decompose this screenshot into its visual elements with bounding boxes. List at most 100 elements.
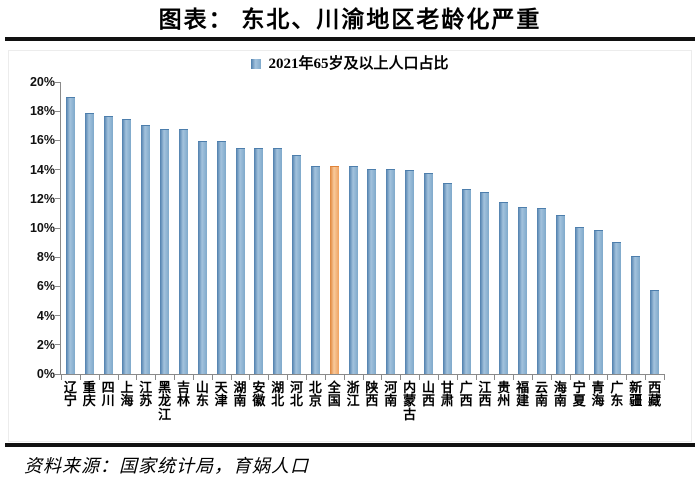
- y-axis-label: 16%: [29, 133, 55, 148]
- x-axis-tick: [550, 374, 552, 380]
- bar-贵州: [499, 202, 509, 374]
- x-axis-label-内蒙古: 内 蒙 古: [403, 380, 417, 422]
- x-axis-tick: [607, 374, 609, 380]
- x-axis-label-上海: 上 海: [120, 380, 134, 409]
- x-axis-tick: [192, 374, 194, 380]
- x-axis-label-山西: 山 西: [421, 380, 435, 409]
- bar-重庆: [84, 113, 94, 374]
- x-axis-tick: [136, 374, 138, 380]
- bar-黑龙江: [160, 129, 170, 374]
- bar-湖南: [235, 148, 245, 374]
- y-axis-tick: [55, 315, 61, 317]
- x-axis-label-山东: 山 东: [195, 380, 209, 409]
- x-axis-tick: [419, 374, 421, 380]
- x-axis-tick: [494, 374, 496, 380]
- x-axis-label-天津: 天 津: [214, 380, 228, 409]
- x-axis-label-安徽: 安 徽: [252, 380, 266, 409]
- y-axis-label: 8%: [36, 250, 55, 265]
- x-axis-tick: [437, 374, 439, 380]
- x-axis-label-黑龙江: 黑 龙 江: [158, 380, 172, 422]
- bar-湖北: [273, 148, 283, 374]
- bar-山西: [423, 172, 433, 374]
- bar-福建: [518, 206, 528, 374]
- bar-河南: [386, 168, 396, 374]
- x-axis-label-广西: 广 西: [459, 380, 473, 409]
- bar-河北: [292, 155, 302, 374]
- bar-江西: [480, 191, 490, 374]
- x-axis-tick: [98, 374, 100, 380]
- x-axis-label-江苏: 江 苏: [139, 380, 153, 409]
- x-axis-tick: [79, 374, 81, 380]
- y-axis-tick: [55, 169, 61, 171]
- y-axis-label: 18%: [29, 104, 55, 119]
- bar-青海: [593, 229, 603, 374]
- y-axis-label: 20%: [29, 75, 55, 89]
- x-axis-label-云南: 云 南: [535, 380, 549, 409]
- plot-area: 0% 2% 4% 6% 8% 10% 12% 14% 16% 18% 20% 辽 宁重 庆四 川上 海…: [30, 75, 665, 421]
- bar-上海: [122, 118, 132, 374]
- x-axis-tick: [381, 374, 383, 380]
- y-axis-tick: [55, 373, 61, 375]
- x-axis-tick: [645, 374, 647, 380]
- bar-安徽: [254, 148, 264, 374]
- bar-山东: [197, 140, 207, 374]
- x-axis-label-北京: 北 京: [308, 380, 322, 409]
- y-axis-label: 0%: [36, 367, 55, 381]
- x-axis-tick: [324, 374, 326, 380]
- x-axis-tick: [532, 374, 534, 380]
- x-axis-tick: [343, 374, 345, 380]
- x-axis-label-河南: 河 南: [384, 380, 398, 409]
- x-axis-label-陕西: 陕 西: [365, 380, 379, 409]
- x-axis-tick: [287, 374, 289, 380]
- y-axis-label: 6%: [36, 279, 55, 294]
- bar-四川: [103, 116, 113, 374]
- x-axis-tick: [569, 374, 571, 380]
- y-axis-tick: [55, 285, 61, 287]
- x-axis-tick: [626, 374, 628, 380]
- y-axis-tick: [55, 256, 61, 258]
- y-axis-label: 4%: [36, 308, 55, 323]
- bar-浙江: [348, 165, 358, 374]
- legend: 2021年65岁及以上人口占比: [0, 55, 700, 73]
- x-axis-label-青海: 青 海: [591, 380, 605, 409]
- x-axis-label-广东: 广 东: [610, 380, 624, 409]
- bar-江苏: [141, 124, 151, 374]
- x-axis-tick: [588, 374, 590, 380]
- x-axis-label-重庆: 重 庆: [82, 380, 96, 409]
- legend-label: 2021年65岁及以上人口占比: [268, 56, 449, 72]
- title-divider: [5, 37, 695, 41]
- x-axis-label-全国: 全 国: [327, 380, 341, 409]
- y-axis-tick: [55, 344, 61, 346]
- x-axis-tick: [211, 374, 213, 380]
- x-axis-tick: [362, 374, 364, 380]
- x-axis-label-西藏: 西 藏: [648, 380, 662, 409]
- x-axis-label-宁夏: 宁 夏: [572, 380, 586, 409]
- bar-广东: [612, 241, 622, 374]
- x-axis-tick: [230, 374, 232, 380]
- bar-内蒙古: [405, 170, 415, 374]
- y-axis-label: 10%: [29, 221, 55, 235]
- bar-海南: [555, 215, 565, 374]
- y-axis-label: 12%: [29, 191, 55, 206]
- x-axis-tick: [664, 374, 665, 380]
- x-axis-tick: [155, 374, 157, 380]
- footer-divider: [5, 443, 695, 447]
- bar-广西: [461, 189, 471, 374]
- bar-天津: [216, 140, 226, 374]
- bar-辽宁: [65, 97, 75, 374]
- bar-甘肃: [442, 183, 452, 374]
- x-axis-tick: [456, 374, 458, 380]
- y-axis-label: 14%: [29, 162, 55, 177]
- x-axis-label-湖南: 湖 南: [233, 380, 247, 409]
- x-axis-label-浙江: 浙 江: [346, 380, 360, 409]
- legend-marker-icon: [251, 59, 262, 69]
- x-axis-tick: [305, 374, 307, 380]
- x-axis-tick: [268, 374, 270, 380]
- bar-陕西: [367, 168, 377, 374]
- x-axis-label-海南: 海 南: [553, 380, 567, 409]
- chart-title: 图表： 东北、川渝地区老龄化严重: [158, 7, 542, 32]
- x-axis-label-甘肃: 甘 肃: [440, 380, 454, 409]
- x-axis-label-辽宁: 辽 宁: [63, 380, 77, 409]
- y-axis-tick: [55, 110, 61, 112]
